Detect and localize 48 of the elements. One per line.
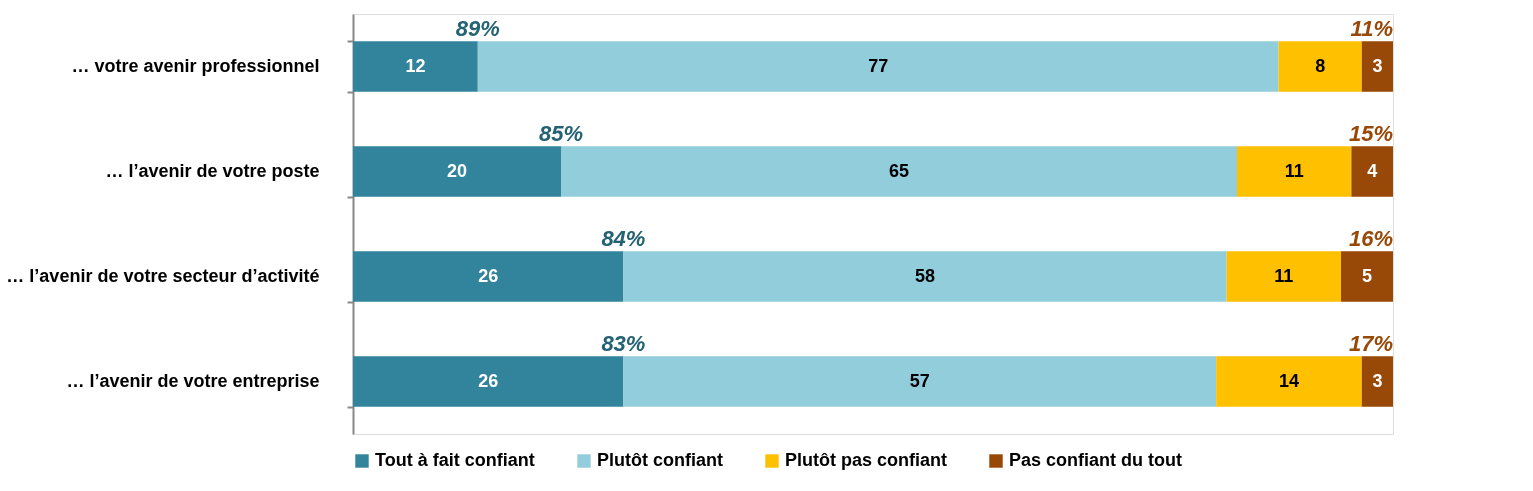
bar: [1341, 251, 1393, 302]
y-tick-label: … l’avenir de votre secteur d’activité: [6, 266, 320, 286]
bar: [353, 356, 624, 407]
annotation: 16%: [1348, 225, 1393, 251]
annotation: 83%: [601, 330, 646, 356]
data-label: 20: [446, 160, 468, 181]
annotation: 15%: [1348, 120, 1393, 146]
data-label: 11: [1284, 160, 1304, 181]
bar: [1226, 251, 1341, 302]
bar: [1237, 146, 1352, 197]
legend-label: Plutôt pas confiant: [785, 450, 948, 470]
annotation: 89%: [455, 15, 500, 41]
data-label: 26: [478, 370, 499, 391]
bar: [1278, 41, 1362, 92]
data-label: 3: [1372, 55, 1383, 76]
legend-label: Plutôt confiant: [597, 450, 723, 470]
annotation: 11%: [1350, 15, 1393, 41]
legend-label: Tout à fait confiant: [375, 450, 535, 470]
data-label: 65: [888, 160, 910, 181]
data-label: 11: [1274, 265, 1294, 286]
bar: [353, 41, 478, 92]
data-label: 26: [478, 265, 499, 286]
data-label: 58: [914, 265, 936, 286]
data-label: 4: [1367, 160, 1378, 181]
data-label: 5: [1361, 265, 1373, 286]
y-tick-label: … l’avenir de votre poste: [105, 161, 320, 181]
y-tick-label: … l’avenir de votre entreprise: [66, 371, 320, 391]
bar: [353, 146, 561, 197]
annotation: 17%: [1348, 330, 1393, 356]
legend-label: Pas confiant du tout: [1009, 450, 1182, 470]
annotation: 84%: [601, 225, 646, 251]
annotation: 85%: [538, 120, 584, 146]
bar: [1361, 356, 1393, 407]
data-label: 8: [1315, 55, 1326, 76]
data-label: 12: [405, 55, 426, 76]
data-label: 3: [1372, 370, 1383, 391]
bar: [477, 41, 1279, 92]
bar: [623, 356, 1217, 407]
bar: [1351, 146, 1393, 197]
bar: [561, 146, 1237, 197]
y-tick-label: … votre avenir professionnel: [71, 56, 320, 76]
bar: [623, 251, 1227, 302]
bar: [1361, 41, 1393, 92]
bar: [1216, 356, 1362, 407]
data-label: 57: [909, 370, 930, 391]
data-label: 14: [1278, 370, 1300, 391]
bar: [353, 251, 624, 302]
data-label: 77: [868, 55, 889, 76]
